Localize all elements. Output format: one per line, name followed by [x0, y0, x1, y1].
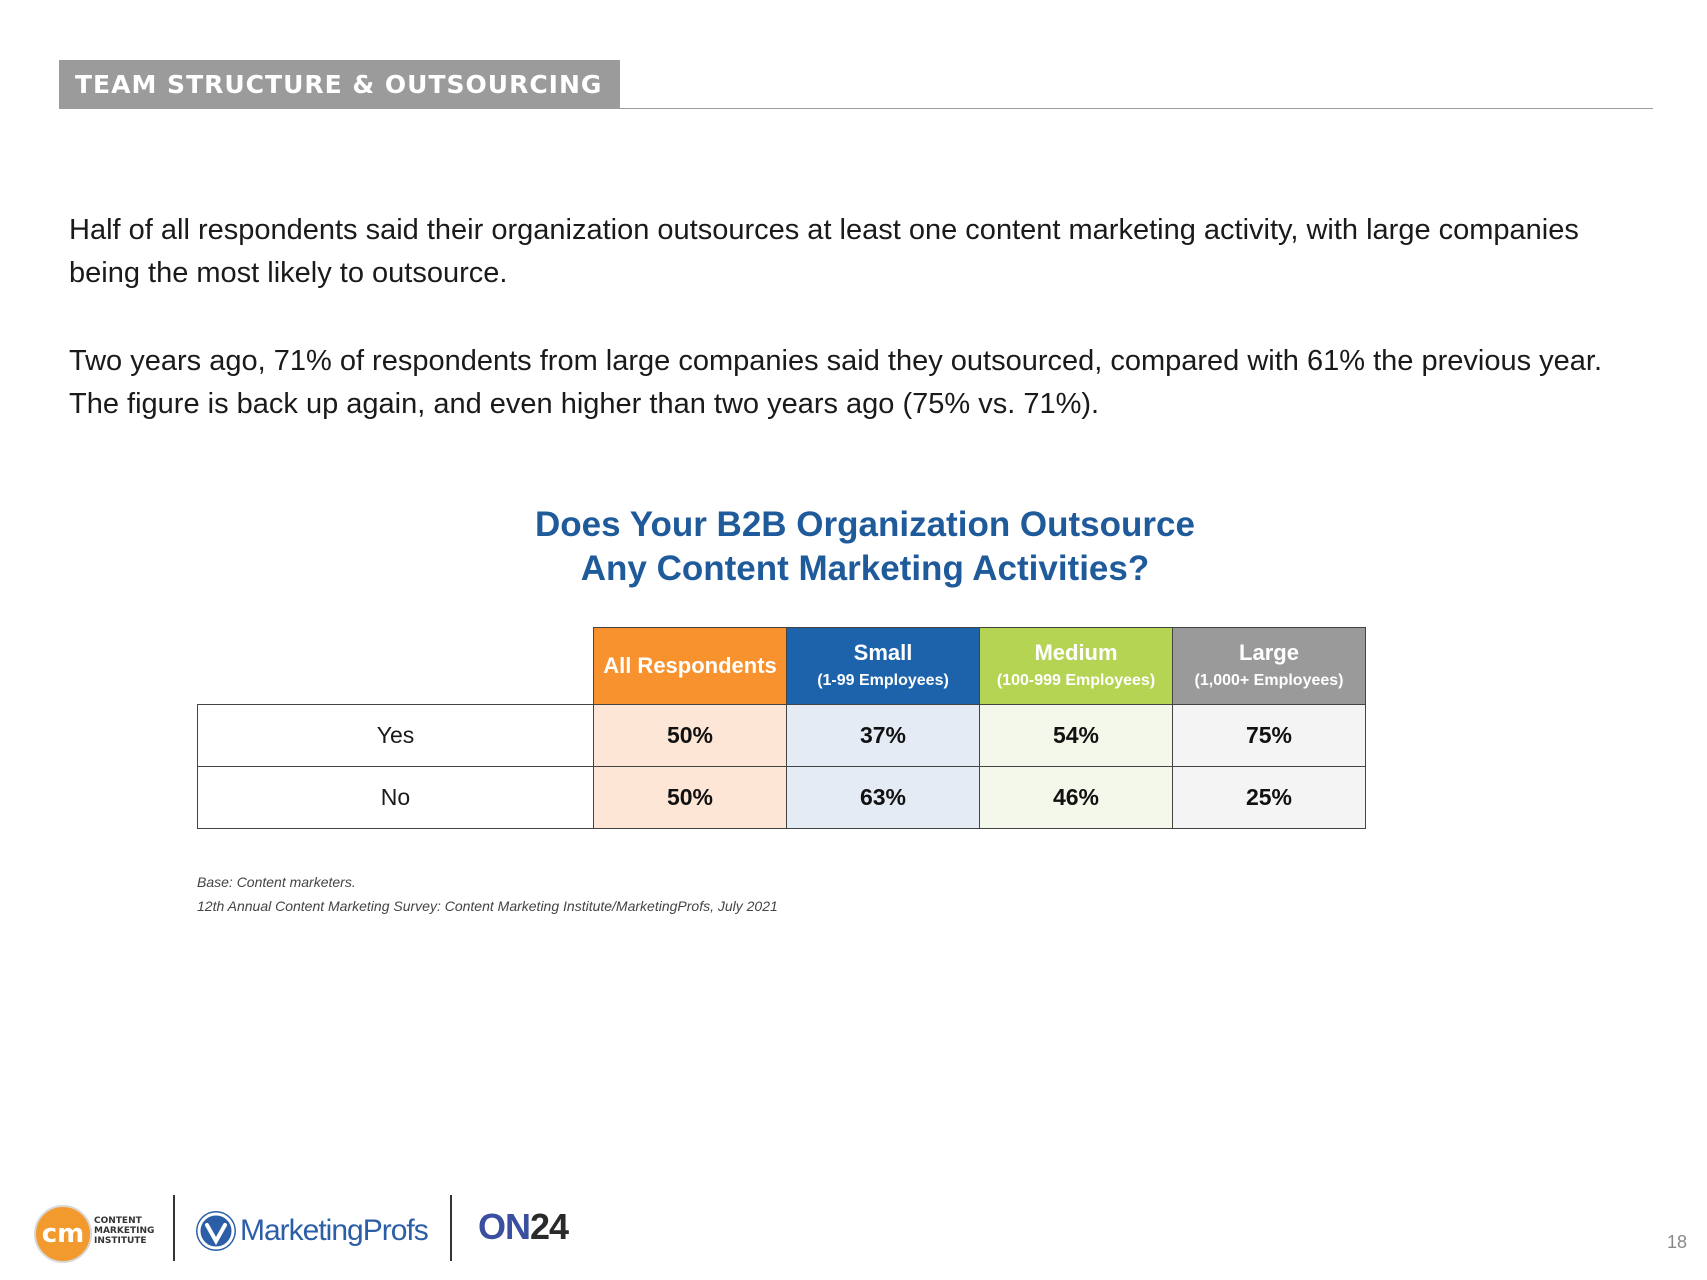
outsourcing-table: All Respondents Small (1-99 Employees) M…	[197, 627, 1366, 829]
table-row-yes: Yes 50% 37% 54% 75%	[197, 704, 1366, 767]
source-note: Base: Content marketers. 12th Annual Con…	[197, 870, 778, 918]
page-number: 18	[1666, 1232, 1687, 1252]
footer-divider	[173, 1195, 175, 1261]
table-row-no: No 50% 63% 46% 25%	[197, 766, 1366, 829]
header-small-title: Small	[853, 640, 913, 665]
cell-yes-medium: 54%	[979, 704, 1173, 767]
header-large: Large (1,000+ Employees)	[1172, 627, 1366, 705]
header-small: Small (1-99 Employees)	[786, 627, 980, 705]
source-base: Base: Content marketers.	[197, 874, 356, 890]
cmi-logo-text: CONTENT MARKETING INSTITUTE	[94, 1216, 154, 1246]
cmi-line-2: MARKETING	[94, 1226, 155, 1236]
footer-logos: cm CONTENT MARKETING INSTITUTE Marketing…	[0, 1195, 1707, 1267]
header-rule	[59, 108, 1653, 109]
footer-divider	[450, 1195, 452, 1261]
cell-no-medium: 46%	[979, 766, 1173, 829]
header-medium: Medium (100-999 Employees)	[979, 627, 1173, 705]
table-title-line-1: Does Your B2B Organization Outsource	[535, 505, 1195, 544]
intro-paragraph-2: Two years ago, 71% of respondents from l…	[69, 345, 1603, 420]
cell-yes-large: 75%	[1172, 704, 1366, 767]
on24-logo: ON24	[478, 1205, 569, 1249]
cell-no-all: 50%	[593, 766, 787, 829]
cell-yes-small: 37%	[786, 704, 980, 767]
cmi-line-3: INSTITUTE	[94, 1236, 147, 1246]
row-label-yes: Yes	[197, 704, 594, 767]
marketingprofs-icon	[196, 1211, 236, 1251]
intro-paragraph-1: Half of all respondents said their organ…	[69, 214, 1579, 289]
cmi-logo-icon: cm	[34, 1205, 92, 1263]
header-medium-title: Medium	[1034, 640, 1118, 665]
row-label-no: No	[197, 766, 594, 829]
cmi-line-1: CONTENT	[94, 1216, 142, 1226]
cell-no-large: 25%	[1172, 766, 1366, 829]
header-blank	[197, 627, 594, 705]
header-all-respondents: All Respondents	[593, 627, 787, 705]
header-small-sub: (1-99 Employees)	[817, 672, 949, 689]
header-large-title: Large	[1239, 640, 1299, 665]
source-citation: 12th Annual Content Marketing Survey: Co…	[197, 898, 778, 914]
cell-yes-all: 50%	[593, 704, 787, 767]
table-header-row: All Respondents Small (1-99 Employees) M…	[197, 627, 1366, 705]
on24-logo-24: 24	[530, 1206, 569, 1247]
marketingprofs-wordmark: MarketingProfs	[240, 1214, 429, 1247]
section-title: TEAM STRUCTURE & OUTSOURCING	[59, 60, 621, 109]
header-large-sub: (1,000+ Employees)	[1194, 672, 1344, 689]
on24-logo-on: ON	[478, 1206, 531, 1247]
table-title: Does Your B2B Organization Outsource Any…	[300, 503, 1430, 591]
table-title-line-2: Any Content Marketing Activities?	[580, 549, 1150, 588]
cmi-logo: cm CONTENT MARKETING INSTITUTE	[34, 1205, 174, 1263]
header-medium-sub: (100-999 Employees)	[996, 672, 1156, 689]
cell-no-small: 63%	[786, 766, 980, 829]
